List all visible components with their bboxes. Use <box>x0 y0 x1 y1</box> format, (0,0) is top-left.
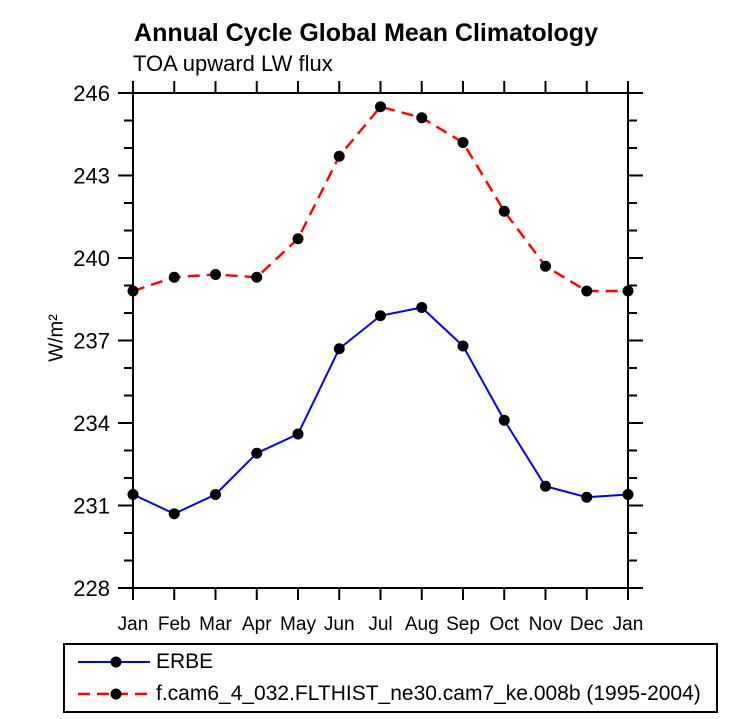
svg-text:246: 246 <box>73 81 110 106</box>
data-point-marker <box>457 137 469 148</box>
svg-text:237: 237 <box>73 329 110 354</box>
legend-label: f.cam6_4_032.FLTHIST_ne30.cam7_ke.008b (… <box>156 681 701 705</box>
svg-text:Jan: Jan <box>613 614 644 635</box>
svg-text:Apr: Apr <box>242 614 272 635</box>
data-point-marker <box>127 285 139 297</box>
data-point-marker <box>581 285 593 297</box>
svg-text:Dec: Dec <box>570 614 604 635</box>
data-point-marker <box>416 112 428 124</box>
legend: ERBE f.cam6_4_032.FLTHIST_ne30.cam7_ke.0… <box>63 643 718 713</box>
legend-marker-dot-icon <box>110 656 122 668</box>
svg-text:234: 234 <box>73 411 110 436</box>
data-point-marker <box>210 269 221 280</box>
legend-label: ERBE <box>156 650 214 674</box>
data-point-marker <box>168 271 180 283</box>
data-point-marker <box>375 310 386 322</box>
legend-item-model: f.cam6_4_032.FLTHIST_ne30.cam7_ke.008b (… <box>77 680 716 708</box>
data-point-marker <box>540 480 551 492</box>
svg-text:May: May <box>280 614 316 635</box>
series-erbe <box>127 302 634 520</box>
data-point-marker <box>457 340 469 352</box>
svg-text:Aug: Aug <box>405 614 439 635</box>
svg-text:231: 231 <box>73 494 110 519</box>
data-point-marker <box>333 150 345 162</box>
data-point-marker <box>333 343 345 355</box>
x-axis-ticks <box>132 81 629 600</box>
svg-text:Oct: Oct <box>489 614 519 635</box>
legend-item-erbe: ERBE <box>77 648 716 676</box>
svg-text:Nov: Nov <box>529 614 563 635</box>
chart-subtitle: TOA upward LW flux <box>133 51 333 76</box>
data-point-marker <box>622 489 634 500</box>
plot-frame <box>132 92 629 589</box>
legend-line-sample-model <box>78 688 150 700</box>
y-tick-labels: 228 231 234 237 240 243 246 <box>73 81 110 601</box>
data-point-marker <box>251 447 263 459</box>
legend-line-sample-erbe <box>78 656 150 668</box>
data-point-marker <box>292 428 304 440</box>
chart-title: Annual Cycle Global Mean Climatology <box>134 19 598 47</box>
data-point-marker <box>251 271 263 283</box>
data-point-marker <box>581 491 593 503</box>
series-model <box>127 101 634 297</box>
data-point-marker <box>127 489 139 500</box>
svg-text:228: 228 <box>73 576 110 601</box>
data-point-marker <box>498 414 510 426</box>
svg-text:Jul: Jul <box>368 614 392 635</box>
svg-text:Jan: Jan <box>118 614 149 635</box>
svg-text:Mar: Mar <box>199 614 232 635</box>
svg-text:243: 243 <box>73 164 110 189</box>
data-point-marker <box>168 508 180 520</box>
data-point-marker <box>498 205 510 217</box>
data-point-marker <box>416 302 428 313</box>
data-point-marker <box>210 489 221 500</box>
data-point-marker <box>540 260 551 272</box>
data-point-marker <box>375 101 386 113</box>
svg-text:Jun: Jun <box>324 614 355 635</box>
svg-text:240: 240 <box>73 246 110 271</box>
legend-marker-dot-icon <box>110 688 122 700</box>
svg-text:Sep: Sep <box>446 614 480 635</box>
x-tick-labels: Jan Feb Mar Apr May Jun Jul Aug Sep Oct Nov Dec Jan <box>118 614 644 635</box>
data-point-marker <box>292 233 304 245</box>
data-point-marker <box>622 285 634 297</box>
y-axis-ticks <box>118 92 643 589</box>
svg-text:Feb: Feb <box>158 614 191 635</box>
